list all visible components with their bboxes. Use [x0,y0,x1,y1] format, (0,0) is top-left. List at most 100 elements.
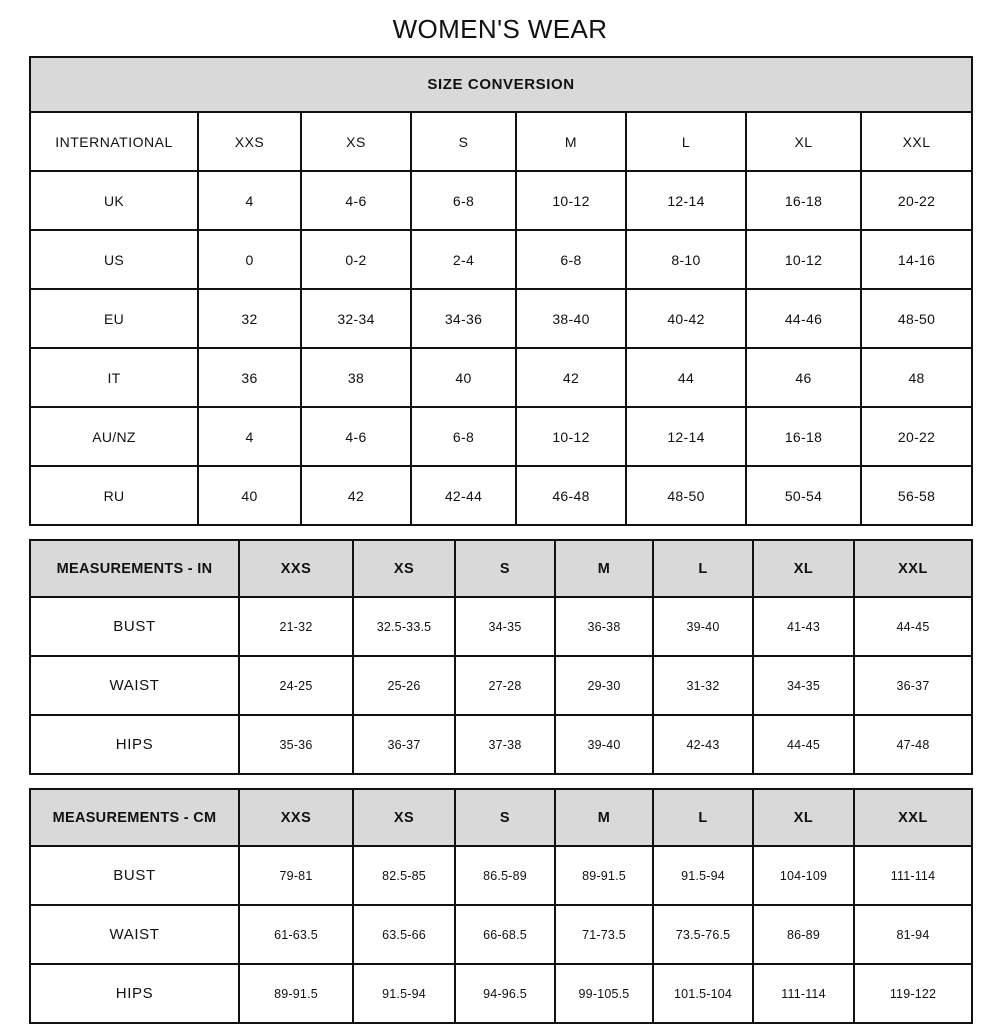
column-header-measurements-cm: MEASUREMENTS - CM [29,788,240,847]
cell-bust-in-s: 34-35 [454,596,556,657]
cell-ru-m: 46-48 [515,465,627,526]
column-header-measurements-in: MEASUREMENTS - IN [29,539,240,598]
cell-it-m: 42 [515,347,627,408]
cell-bust-cm-xl: 104-109 [752,845,855,906]
size-chart-page: WOMEN'S WEAR SIZE CONVERSION INTERNATION… [28,14,974,1024]
size-conversion-banner: SIZE CONVERSION [28,56,974,113]
table-row: AU/NZ 4 4-6 6-8 10-12 12-14 16-18 20-22 [29,406,974,467]
cell-bust-cm-s: 86.5-89 [454,845,556,906]
cell-it-xxl: 48 [859,347,974,408]
cell-aunz-xl: 16-18 [745,406,862,467]
cell-ru-xs: 42 [300,465,412,526]
row-label-hips-cm: HIPS [29,963,240,1024]
cell-it-s: 40 [410,347,517,408]
cell-waist-in-xs: 25-26 [352,655,456,716]
cell-hips-in-s: 37-38 [454,714,556,775]
cell-us-xxs: 0 [197,229,302,290]
column-header-in-xs: XS [352,539,456,598]
cell-eu-s: 34-36 [410,288,517,349]
column-header-in-xxs: XXS [238,539,354,598]
cell-bust-cm-xs: 82.5-85 [352,845,456,906]
cell-eu-l: 40-42 [625,288,747,349]
cell-ru-xxl: 56-58 [859,465,974,526]
cell-uk-xxl: 20-22 [859,170,974,231]
measurements-in-table-wrapper: MEASUREMENTS - IN XXS XS S M L XL XXL BU… [29,539,973,775]
cell-hips-cm-xxs: 89-91.5 [238,963,354,1024]
cell-bust-cm-l: 91.5-94 [652,845,754,906]
cell-uk-xxs: 4 [197,170,302,231]
column-header-in-m: M [554,539,654,598]
cell-uk-s: 6-8 [410,170,517,231]
table-header-row: MEASUREMENTS - IN XXS XS S M L XL XXL [29,539,973,598]
cell-hips-cm-l: 101.5-104 [652,963,754,1024]
table-row: EU 32 32-34 34-36 38-40 40-42 44-46 48-5… [29,288,974,349]
cell-aunz-s: 6-8 [410,406,517,467]
table-banner-row: SIZE CONVERSION [28,56,974,113]
table-row: WAIST 24-25 25-26 27-28 29-30 31-32 34-3… [29,655,973,716]
cell-hips-in-m: 39-40 [554,714,654,775]
row-label-us: US [29,229,199,290]
measurements-cm-table: MEASUREMENTS - CM XXS XS S M L XL XXL BU… [29,788,973,1024]
cell-bust-in-xs: 32.5-33.5 [352,596,456,657]
column-header-cm-l: L [652,788,754,847]
row-label-eu: EU [29,288,199,349]
table-row: UK 4 4-6 6-8 10-12 12-14 16-18 20-22 [29,170,974,231]
row-label-aunz: AU/NZ [29,406,199,467]
measurements-cm-table-wrapper: MEASUREMENTS - CM XXS XS S M L XL XXL BU… [29,788,973,1024]
cell-bust-in-xl: 41-43 [752,596,855,657]
cell-uk-l: 12-14 [625,170,747,231]
column-header-cm-m: M [554,788,654,847]
cell-hips-cm-xl: 111-114 [752,963,855,1024]
column-header-xxl: XXL [859,111,974,172]
cell-aunz-xxl: 20-22 [859,406,974,467]
cell-hips-cm-s: 94-96.5 [454,963,556,1024]
table-row: US 0 0-2 2-4 6-8 8-10 10-12 14-16 [29,229,974,290]
cell-hips-cm-xxl: 119-122 [853,963,973,1024]
cell-eu-m: 38-40 [515,288,627,349]
cell-bust-in-m: 36-38 [554,596,654,657]
cell-waist-cm-l: 73.5-76.5 [652,904,754,965]
row-label-waist-cm: WAIST [29,904,240,965]
table-row: BUST 21-32 32.5-33.5 34-35 36-38 39-40 4… [29,596,973,657]
cell-bust-cm-xxs: 79-81 [238,845,354,906]
row-label-uk: UK [29,170,199,231]
cell-waist-cm-xs: 63.5-66 [352,904,456,965]
page-title: WOMEN'S WEAR [392,14,608,44]
cell-bust-in-xxl: 44-45 [853,596,973,657]
size-conversion-table: SIZE CONVERSION INTERNATIONAL XXS XS S M… [28,56,974,526]
cell-bust-in-xxs: 21-32 [238,596,354,657]
cell-waist-in-l: 31-32 [652,655,754,716]
table-row: WAIST 61-63.5 63.5-66 66-68.5 71-73.5 73… [29,904,973,965]
row-label-hips-in: HIPS [29,714,240,775]
row-label-it: IT [29,347,199,408]
column-header-cm-xxs: XXS [238,788,354,847]
cell-aunz-xxs: 4 [197,406,302,467]
cell-it-l: 44 [625,347,747,408]
column-header-in-s: S [454,539,556,598]
cell-waist-cm-xl: 86-89 [752,904,855,965]
cell-ru-s: 42-44 [410,465,517,526]
cell-uk-xs: 4-6 [300,170,412,231]
cell-hips-in-xxl: 47-48 [853,714,973,775]
table-header-row: MEASUREMENTS - CM XXS XS S M L XL XXL [29,788,973,847]
cell-it-xs: 38 [300,347,412,408]
cell-hips-in-l: 42-43 [652,714,754,775]
cell-eu-xs: 32-34 [300,288,412,349]
cell-aunz-xs: 4-6 [300,406,412,467]
size-conversion-table-wrapper: SIZE CONVERSION INTERNATIONAL XXS XS S M… [28,56,974,526]
cell-aunz-l: 12-14 [625,406,747,467]
measurements-in-table: MEASUREMENTS - IN XXS XS S M L XL XXL BU… [29,539,973,775]
cell-waist-in-xxl: 36-37 [853,655,973,716]
column-header-m: M [515,111,627,172]
column-header-cm-s: S [454,788,556,847]
cell-eu-xl: 44-46 [745,288,862,349]
cell-bust-in-l: 39-40 [652,596,754,657]
column-header-xxs: XXS [197,111,302,172]
cell-waist-cm-xxl: 81-94 [853,904,973,965]
cell-waist-in-xl: 34-35 [752,655,855,716]
column-header-cm-xl: XL [752,788,855,847]
table-row: HIPS 89-91.5 91.5-94 94-96.5 99-105.5 10… [29,963,973,1024]
table-row: BUST 79-81 82.5-85 86.5-89 89-91.5 91.5-… [29,845,973,906]
column-header-s: S [410,111,517,172]
row-label-ru: RU [29,465,199,526]
